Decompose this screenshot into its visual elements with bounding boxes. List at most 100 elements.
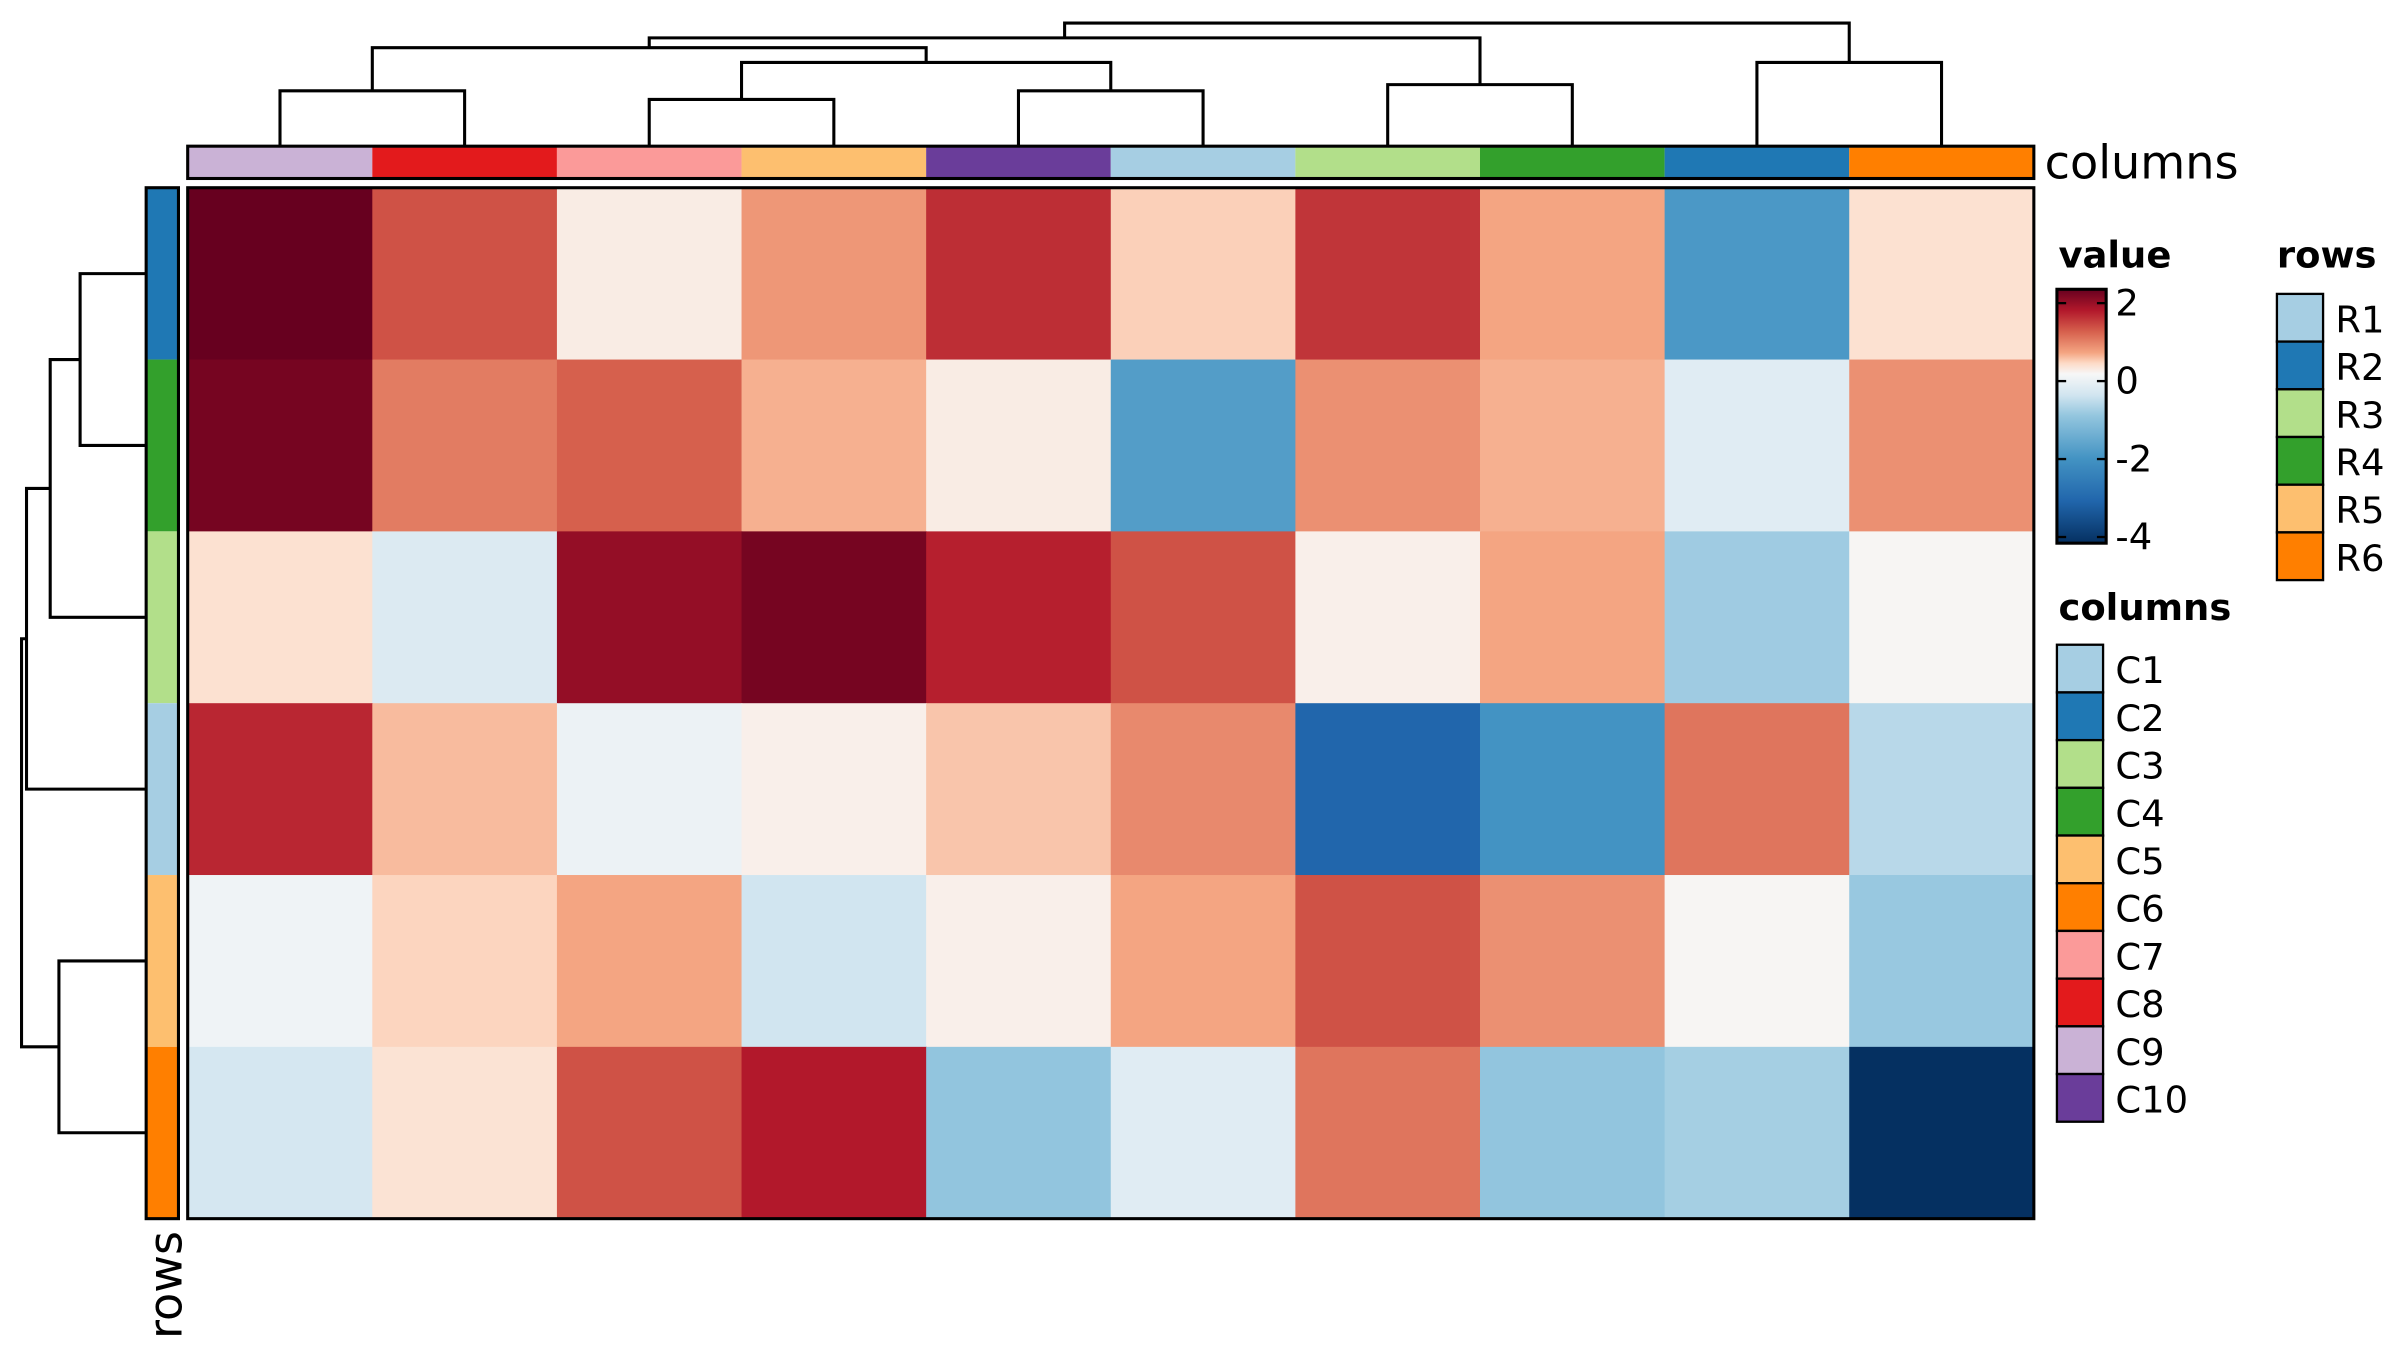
heatmap-cell-R6-C1 xyxy=(1110,1046,1297,1220)
column-dendrogram-branch xyxy=(370,46,928,91)
heatmap-cell-R4-C3 xyxy=(1295,359,1481,533)
columns-legend-label: C7 xyxy=(2115,935,2164,978)
colorbar xyxy=(2055,287,2108,545)
colorbar-tick-label: 2 xyxy=(2115,281,2138,324)
column-annotation-label: columns xyxy=(2045,135,2239,189)
column-dendrogram-branch xyxy=(1063,21,1851,63)
heatmap-cell-R4-C9 xyxy=(187,359,374,533)
heatmap-cell-R3-C5 xyxy=(741,531,927,704)
heatmap-cell-R6-C5 xyxy=(741,1046,927,1220)
columns-legend-label: C10 xyxy=(2115,1078,2188,1121)
heatmap-cell-R1-C3 xyxy=(1295,703,1481,876)
columns-legend-swatch-C5 xyxy=(2055,834,2105,885)
columns-legend-label: C1 xyxy=(2115,649,2164,692)
heatmap-cell-R4-C4 xyxy=(1480,359,1666,533)
heatmap-cell-R6-C2 xyxy=(1664,1046,1850,1220)
heatmap-cell-R1-C4 xyxy=(1480,703,1666,876)
rows-legend-swatch-R2 xyxy=(2275,340,2325,391)
columns-legend-label: C3 xyxy=(2115,745,2164,788)
heatmap-cell-R3-C7 xyxy=(556,531,743,704)
heatmap-cell-R6-C9 xyxy=(187,1046,374,1220)
row-dendrogram xyxy=(20,272,147,1135)
heatmap-cell-R5-C8 xyxy=(372,875,558,1048)
heatmap-cell-R1-C6 xyxy=(1849,703,2035,876)
heatmap-cell-R1-C10 xyxy=(926,703,1112,876)
row-annotation-R2 xyxy=(146,187,179,360)
heatmap-cell-R4-C6 xyxy=(1849,359,2035,533)
column-dendrogram-branch xyxy=(1386,83,1574,147)
heatmap-cell-R1-C2 xyxy=(1664,703,1850,876)
rows-legend-label: R5 xyxy=(2335,489,2384,532)
columns-legend-swatch-C1 xyxy=(2055,643,2105,694)
heatmap-cell-R4-C1 xyxy=(1110,359,1297,533)
heatmap-cell-R1-C8 xyxy=(372,703,558,876)
column-annotation-C6 xyxy=(1849,146,2034,179)
heatmap-cell-R1-C5 xyxy=(741,703,927,876)
column-annotation-C4 xyxy=(1480,146,1665,179)
heatmap-cell-R5-C7 xyxy=(556,875,743,1048)
rows-legend-title: rows xyxy=(2277,234,2377,277)
column-dendrogram-branch xyxy=(647,97,836,147)
colorbar-tick-label: -4 xyxy=(2115,515,2152,558)
heatmap-cell-R1-C7 xyxy=(556,703,743,876)
column-annotation-border xyxy=(186,144,2036,181)
heatmap-cell-R5-C5 xyxy=(741,875,927,1048)
column-annotation-C5 xyxy=(741,146,927,179)
columns-legend-title: columns xyxy=(2058,586,2231,629)
column-annotation-C1 xyxy=(1110,146,1296,179)
heatmap-cell-R6-C7 xyxy=(556,1046,743,1220)
row-annotation-R4 xyxy=(146,359,179,532)
heatmap-cell-R1-C9 xyxy=(187,703,374,876)
heatmap-cell-R3-C6 xyxy=(1849,531,2035,704)
heatmap-cell-R2-C5 xyxy=(741,187,927,361)
heatmap-cell-R2-C9 xyxy=(187,187,374,361)
rows-legend-label: R1 xyxy=(2335,298,2384,341)
rows-legend-label: R4 xyxy=(2335,441,2384,484)
columns-legend-swatch-C10 xyxy=(2055,1072,2105,1123)
heatmap-cell-R6-C6 xyxy=(1849,1046,2035,1220)
value-legend-title: value xyxy=(2058,234,2171,277)
column-annotation-C10 xyxy=(926,146,1111,179)
rows-legend-swatch-R3 xyxy=(2275,388,2325,439)
columns-legend-swatch-C2 xyxy=(2055,691,2105,742)
heatmap-cell-R5-C2 xyxy=(1664,875,1850,1048)
heatmap-cell-R2-C4 xyxy=(1480,187,1666,361)
columns-legend-swatch-C4 xyxy=(2055,786,2105,837)
row-annotation-R5 xyxy=(146,875,179,1047)
heatmap-cell-R5-C10 xyxy=(926,875,1112,1048)
heatmap-cell-R6-C4 xyxy=(1480,1046,1666,1220)
heatmap-cell-R5-C6 xyxy=(1849,875,2035,1048)
row-dendrogram-branch xyxy=(24,486,147,791)
heatmap-cell-R4-C5 xyxy=(741,359,927,533)
heatmap-cell-R4-C2 xyxy=(1664,359,1850,533)
heatmap-cell-R5-C4 xyxy=(1480,875,1666,1048)
heatmap-cell-R6-C3 xyxy=(1295,1046,1481,1220)
row-dendrogram-branch xyxy=(57,959,147,1135)
heatmap-cell-R4-C7 xyxy=(556,359,743,533)
column-annotation-bar xyxy=(186,144,2036,181)
column-annotation-C8 xyxy=(372,146,557,179)
row-annotation-R6 xyxy=(146,1046,179,1219)
columns-legend-label: C9 xyxy=(2115,1031,2164,1074)
column-dendrogram-branch xyxy=(1016,89,1205,147)
heatmap-cell-R2-C3 xyxy=(1295,187,1481,361)
heatmap-cell-R5-C1 xyxy=(1110,875,1297,1048)
columns-legend-label: C6 xyxy=(2115,888,2164,931)
rows-legend-swatch-R1 xyxy=(2275,292,2325,343)
heatmap-cell-R4-C10 xyxy=(926,359,1112,533)
columns-legend-label: C5 xyxy=(2115,840,2164,883)
row-annotation-label: rows xyxy=(139,1231,193,1339)
heatmap-cell-R6-C10 xyxy=(926,1046,1112,1220)
value-legend: value 2 0 -2 -4 xyxy=(2055,234,2171,558)
heatmap-cell-R5-C9 xyxy=(187,875,374,1048)
heatmap-cell-R3-C10 xyxy=(926,531,1112,704)
columns-legend-label: C8 xyxy=(2115,983,2164,1026)
colorbar-tick-label: -2 xyxy=(2115,437,2152,480)
rows-legend-label: R6 xyxy=(2335,537,2384,580)
columns-legend-label: C4 xyxy=(2115,792,2164,835)
column-annotation-C2 xyxy=(1664,146,1850,179)
row-annotation-border xyxy=(144,186,180,1221)
